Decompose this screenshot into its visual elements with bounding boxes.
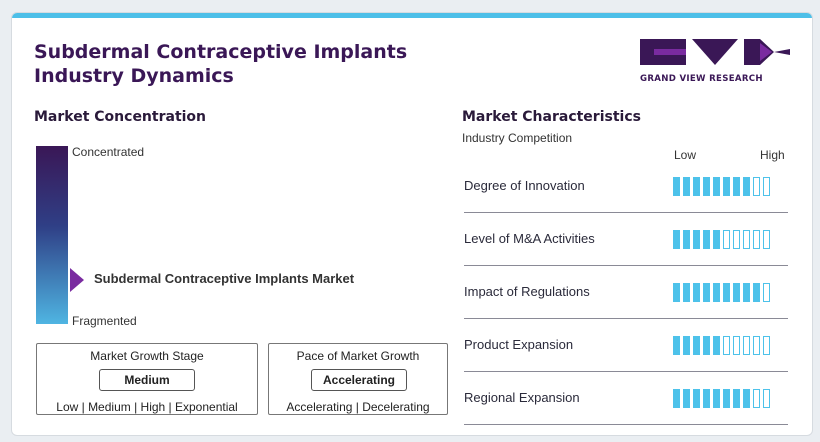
grand-view-research-logo: GRAND VIEW RESEARCH [640,39,790,84]
meter-segment-empty [763,177,770,196]
characteristic-row: Regional Expansion [464,372,788,425]
meter-segment-filled [673,230,680,249]
meter-segment-empty [753,336,760,355]
meter-segment-empty [753,389,760,408]
meter-segment-filled [713,230,720,249]
meter-segment-filled [743,389,750,408]
meter-segment-filled [723,389,730,408]
logo-mark-left-icon [640,39,686,65]
meter-segment-filled [673,177,680,196]
meter-segment-empty [733,336,740,355]
logo-mark-triangle-icon [692,39,738,65]
meter-segment-empty [763,336,770,355]
meter-segment-filled [693,389,700,408]
meter-segment-empty [743,230,750,249]
meter-segment-filled [713,177,720,196]
meter-segment-filled [703,230,710,249]
characteristic-label: Degree of Innovation [464,178,585,193]
fragmented-label: Fragmented [72,314,137,328]
meter-segment-filled [683,230,690,249]
meter-segment-filled [703,177,710,196]
meter-segment-filled [683,177,690,196]
meter-segment-filled [723,283,730,302]
growth-pace-options: Accelerating | Decelerating [286,400,430,414]
market-position-label: Subdermal Contraceptive Implants Market [94,271,355,286]
characteristic-label: Level of M&A Activities [464,231,595,246]
characteristic-label: Product Expansion [464,337,574,352]
market-position-marker-icon [70,268,84,292]
logo-marks [640,39,790,65]
meter-segment-filled [703,389,710,408]
meter-segment-filled [673,389,680,408]
title-line-1: Subdermal Contraceptive Implants [34,41,408,63]
meter-segment-empty [723,336,730,355]
growth-stage-value: Medium [99,369,195,391]
meter-segment-empty [723,230,730,249]
logo-text: GRAND VIEW RESEARCH [640,74,763,84]
meter-segment-filled [713,389,720,408]
meter-segment-empty [763,283,770,302]
meter-segment-empty [763,389,770,408]
meter-segment-empty [753,177,760,196]
meter-segment-filled [733,389,740,408]
characteristic-row: Level of M&A Activities [464,213,788,266]
characteristic-row: Product Expansion [464,319,788,372]
meter-segment-filled [683,283,690,302]
meter-segment-filled [693,177,700,196]
meter-segment-filled [713,336,720,355]
characteristic-level-meter [673,177,770,196]
top-accent-bar [12,13,812,18]
meter-segment-empty [753,230,760,249]
characteristic-label: Regional Expansion [464,390,580,405]
market-characteristics-heading: Market Characteristics [462,109,641,125]
meter-segment-filled [673,283,680,302]
meter-segment-filled [693,283,700,302]
growth-pace-value: Accelerating [311,369,407,391]
page-title: Subdermal Contraceptive Implants Industr… [34,40,407,88]
logo-mark-right-icon [744,39,790,65]
meter-segment-filled [713,283,720,302]
meter-segment-filled [703,283,710,302]
title-line-2: Industry Dynamics [34,65,234,87]
meter-segment-filled [743,283,750,302]
concentration-gradient-bar [36,146,68,324]
characteristic-level-meter [673,389,770,408]
growth-stage-options: Low | Medium | High | Exponential [56,400,238,414]
characteristic-level-meter [673,336,770,355]
concentrated-label: Concentrated [72,145,145,159]
industry-competition-subheading: Industry Competition [462,131,573,145]
characteristic-row: Degree of Innovation [464,160,788,213]
meter-segment-empty [743,336,750,355]
market-growth-stage-box: Market Growth Stage Medium Low | Medium … [36,343,258,415]
meter-segment-filled [733,177,740,196]
characteristic-level-meter [673,230,770,249]
meter-segment-filled [723,177,730,196]
characteristic-label: Impact of Regulations [464,284,590,299]
meter-segment-filled [693,336,700,355]
meter-segment-filled [673,336,680,355]
industry-dynamics-card: Subdermal Contraceptive Implants Industr… [11,12,813,436]
meter-segment-filled [683,336,690,355]
characteristic-level-meter [673,283,770,302]
scale-high-label: High [760,148,785,162]
meter-segment-filled [693,230,700,249]
meter-segment-filled [743,177,750,196]
scale-low-label: Low [674,148,697,162]
meter-segment-empty [763,230,770,249]
growth-stage-title: Market Growth Stage [90,349,204,363]
meter-segment-filled [683,389,690,408]
meter-segment-empty [733,230,740,249]
meter-segment-filled [703,336,710,355]
meter-segment-filled [733,283,740,302]
growth-pace-title: Pace of Market Growth [296,349,420,363]
meter-segment-filled [753,283,760,302]
pace-of-growth-box: Pace of Market Growth Accelerating Accel… [268,343,448,415]
characteristic-row: Impact of Regulations [464,266,788,319]
market-concentration-heading: Market Concentration [34,109,207,125]
